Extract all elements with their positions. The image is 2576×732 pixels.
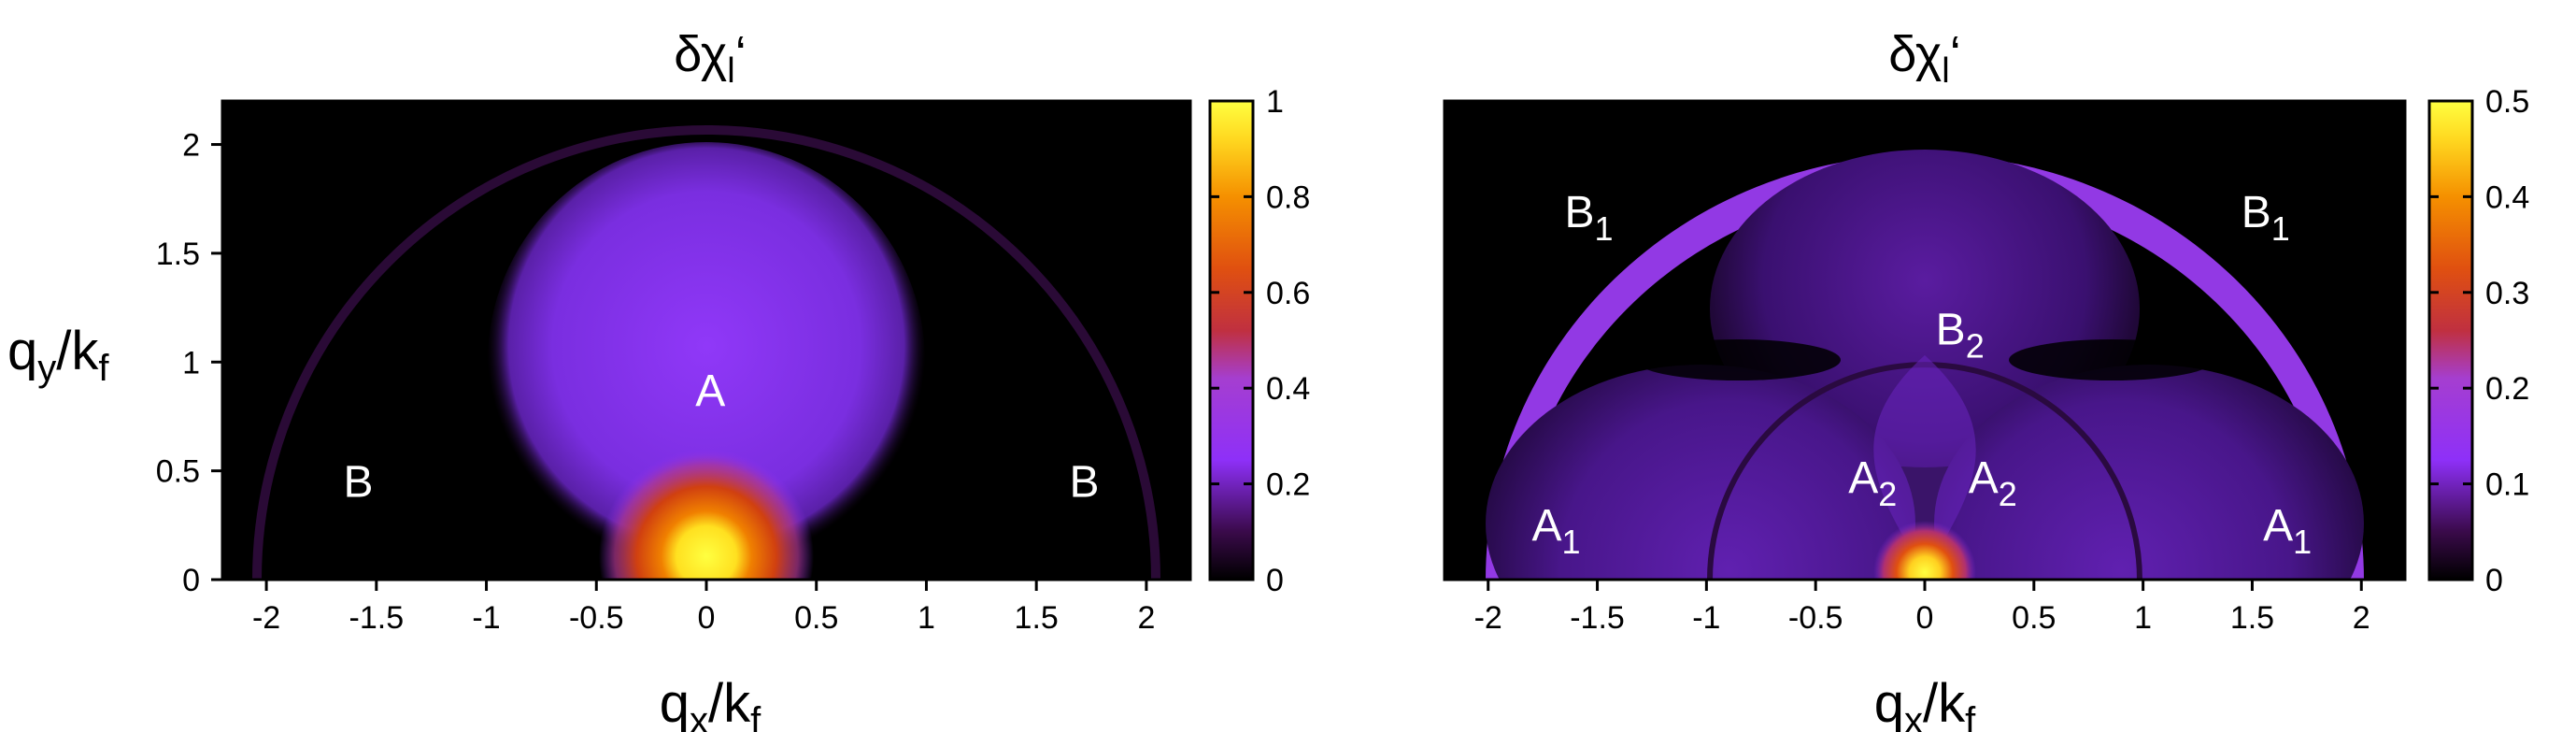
left-x-tick-label: 0 xyxy=(698,600,716,636)
left-annotation: A xyxy=(695,366,725,416)
right-title: δχl‘ xyxy=(1888,26,1960,91)
right-colorbar-ticks: 0 0.1 0.2 0.3 0.4 0.5 xyxy=(2429,84,2529,598)
right-colorbar-tick-label: 0.2 xyxy=(2485,371,2529,407)
left-y-tick-label: 1.5 xyxy=(156,237,200,272)
left-x-axis-label: qx/kf xyxy=(660,673,761,732)
right-v-lobes xyxy=(1873,355,1976,575)
left-y-tick-label: 2 xyxy=(182,128,200,164)
right-x-tick-label: 2 xyxy=(2353,600,2370,636)
left-y-tick-label: 0.5 xyxy=(156,454,200,490)
right-annotation: B1 xyxy=(2242,188,2290,248)
left-ring-b xyxy=(252,125,1160,580)
right-x-tick-label: -2 xyxy=(1474,600,1502,636)
right-lobe-a1-left xyxy=(1486,365,1915,580)
left-colorbar-ticks: 0 0.2 0.4 0.6 0.8 1 xyxy=(1210,84,1310,598)
right-lobe-b2 xyxy=(1710,150,2140,467)
left-colorbar-tick-label: 0.2 xyxy=(1266,467,1310,503)
right-dark-pocket-left xyxy=(1635,339,1841,380)
right-x-tick-label: -1 xyxy=(1692,600,1720,636)
left-annotations: A B B xyxy=(344,366,1100,508)
right-x-tick-label: -0.5 xyxy=(1788,600,1843,636)
right-x-tick-label: 0.5 xyxy=(2012,600,2056,636)
right-x-axis-label: qx/kf xyxy=(1874,673,1976,732)
right-x-tick-label: 0 xyxy=(1916,600,1934,636)
left-y-tick-label: 1 xyxy=(182,345,200,380)
right-lobe-a1-right xyxy=(1934,365,2364,580)
right-colorbar-tick-label: 0 xyxy=(2485,563,2503,598)
left-heatmap xyxy=(252,125,1160,580)
left-panel: δχl‘ -2 -1.5 -1 -0.5 0 0.5 1 1.5 2 0 0.5 1 1.5 2 A B B… xyxy=(7,26,1310,732)
left-colorbar-tick-label: 0.8 xyxy=(1266,179,1310,215)
left-colorbar-tick-label: 0.4 xyxy=(1266,371,1310,407)
left-x-tick-label: -2 xyxy=(252,600,280,636)
right-annotation: A2 xyxy=(1848,453,1897,513)
left-x-tick-label: -1.5 xyxy=(349,600,405,636)
right-annotations: B1 B1 B2 A2 A2 A1 A1 xyxy=(1531,188,2312,561)
left-title: δχl‘ xyxy=(674,26,746,91)
right-x-tick-label: 1 xyxy=(2134,600,2152,636)
right-panel: δχl‘ -2 -1.5 -1 -0.5 0 0.5 1 1.5 2 B1 B1 B2 A2 A2 A1 A… xyxy=(1443,26,2529,732)
left-x-tick-label: -0.5 xyxy=(569,600,624,636)
right-colorbar-tick-label: 0.5 xyxy=(2485,84,2529,120)
left-hotspot xyxy=(594,444,818,580)
left-x-tick-label: -1 xyxy=(472,600,500,636)
right-x-ticks: -2 -1.5 -1 -0.5 0 0.5 1 1.5 2 xyxy=(1474,580,2370,636)
left-x-ticks: -2 -1.5 -1 -0.5 0 0.5 1 1.5 2 xyxy=(252,580,1155,636)
right-colorbar-tick-label: 0.4 xyxy=(2485,179,2529,215)
right-annotation: B1 xyxy=(1565,188,1614,248)
left-x-tick-label: 2 xyxy=(1137,600,1155,636)
right-annotation: B2 xyxy=(1936,306,1985,366)
right-dark-pocket-right xyxy=(2009,339,2214,380)
left-disk xyxy=(488,142,925,580)
right-colorbar xyxy=(2427,99,2474,581)
left-y-ticks: 0 0.5 1 1.5 2 xyxy=(156,128,222,598)
right-colorbar-tick-label: 0.3 xyxy=(2485,276,2529,311)
left-annotation: B xyxy=(1070,458,1100,508)
right-annotation: A1 xyxy=(2263,501,2312,561)
left-colorbar-tick-label: 1 xyxy=(1266,84,1284,120)
right-hotspot xyxy=(1873,521,1976,580)
right-colorbar-tick-label: 0.1 xyxy=(2485,467,2529,503)
left-y-tick-label: 0 xyxy=(182,563,200,598)
right-x-tick-label: -1.5 xyxy=(1570,600,1625,636)
left-y-axis-label: qy/kf xyxy=(7,321,109,389)
left-annotation: B xyxy=(344,458,374,508)
right-heatmap xyxy=(1486,150,2364,580)
right-annotation: A2 xyxy=(1969,453,2017,513)
left-colorbar xyxy=(1208,99,1255,581)
left-colorbar-tick-label: 0 xyxy=(1266,563,1284,598)
left-x-tick-label: 1 xyxy=(918,600,935,636)
left-x-tick-label: 1.5 xyxy=(1015,600,1059,636)
right-annotation: A1 xyxy=(1531,501,1580,561)
left-x-tick-label: 0.5 xyxy=(794,600,838,636)
right-x-tick-label: 1.5 xyxy=(2230,600,2274,636)
left-colorbar-tick-label: 0.6 xyxy=(1266,276,1310,311)
